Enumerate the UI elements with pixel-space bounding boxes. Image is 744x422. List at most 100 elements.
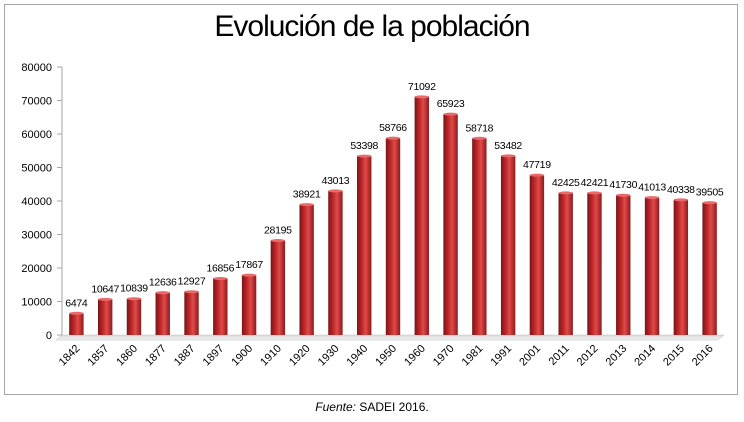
bar-top bbox=[213, 277, 228, 281]
bar-top bbox=[270, 239, 286, 243]
x-tick-label: 1991 bbox=[488, 343, 514, 369]
bar bbox=[270, 240, 286, 335]
bar bbox=[184, 291, 199, 335]
bar bbox=[644, 197, 660, 335]
bar-top bbox=[500, 154, 516, 158]
bar bbox=[299, 204, 314, 335]
bar bbox=[702, 202, 717, 335]
source-note: Fuente: SADEI 2016. bbox=[0, 400, 744, 414]
bar-top bbox=[616, 193, 631, 197]
data-label: 12927 bbox=[178, 276, 206, 288]
bar bbox=[241, 275, 257, 335]
source-text: SADEI 2016. bbox=[359, 400, 429, 414]
x-tick-label: 1877 bbox=[143, 343, 169, 369]
x-tick-label: 1887 bbox=[172, 343, 198, 369]
bar-top bbox=[558, 191, 573, 195]
bar-top bbox=[241, 273, 257, 277]
bar-top bbox=[644, 196, 660, 200]
y-tick-label: 40000 bbox=[21, 196, 52, 208]
data-label: 43013 bbox=[322, 175, 350, 187]
y-tick-label: 70000 bbox=[21, 96, 52, 108]
axis-layer: 0 10000 20000 30000 40000 50000 60000 70000 8000… bbox=[21, 62, 725, 342]
bar-top bbox=[155, 291, 170, 295]
bar-top bbox=[126, 297, 142, 301]
y-tick-label: 0 bbox=[46, 330, 52, 342]
bar-top bbox=[673, 198, 689, 202]
data-label: 53482 bbox=[494, 140, 522, 152]
x-tick-label: 1981 bbox=[460, 343, 486, 369]
data-label: 53398 bbox=[350, 140, 378, 152]
bar bbox=[126, 298, 142, 335]
chart-title: Evolución de la población bbox=[214, 10, 530, 43]
x-tick-label: 1940 bbox=[345, 343, 371, 369]
bar-top bbox=[299, 203, 314, 207]
data-label: 38921 bbox=[293, 189, 321, 201]
data-label: 10839 bbox=[120, 283, 148, 295]
bar-layer bbox=[69, 95, 717, 335]
bar-top bbox=[472, 136, 487, 140]
x-tick-label: 2014 bbox=[632, 343, 658, 369]
data-label: 6474 bbox=[65, 297, 88, 309]
y-tick-label: 20000 bbox=[21, 263, 52, 275]
bar bbox=[558, 192, 573, 335]
x-tick-label: 2016 bbox=[690, 343, 716, 369]
bar-top bbox=[702, 201, 717, 205]
data-label: 16856 bbox=[206, 263, 234, 275]
x-tick-label: 1950 bbox=[373, 343, 399, 369]
data-label: 28195 bbox=[264, 225, 292, 237]
bar bbox=[529, 175, 545, 335]
data-label: 71092 bbox=[408, 81, 436, 93]
bar bbox=[472, 138, 487, 335]
x-tick-label: 1960 bbox=[402, 343, 428, 369]
bar bbox=[155, 292, 170, 335]
bar bbox=[69, 313, 84, 335]
bar bbox=[673, 199, 689, 335]
x-tick-label: 1970 bbox=[431, 343, 457, 369]
bar-top bbox=[443, 112, 458, 116]
data-label: 41013 bbox=[638, 182, 666, 194]
data-label: 58766 bbox=[379, 122, 407, 134]
source-label: Fuente: bbox=[315, 400, 356, 414]
bar-top bbox=[184, 290, 199, 294]
x-tick-label: 2011 bbox=[547, 343, 572, 368]
bar bbox=[500, 155, 516, 335]
chart-floor bbox=[55, 334, 725, 341]
bar-top bbox=[414, 95, 429, 99]
data-label: 40338 bbox=[667, 184, 695, 196]
x-tick-label: 1857 bbox=[85, 343, 111, 369]
data-label: 42421 bbox=[581, 177, 609, 189]
bar bbox=[385, 138, 401, 335]
y-tick-label: 30000 bbox=[21, 230, 52, 242]
data-label: 65923 bbox=[437, 98, 465, 110]
data-label: 10647 bbox=[91, 283, 119, 295]
bar-top bbox=[328, 189, 343, 193]
bar bbox=[414, 96, 429, 335]
y-tick-label: 10000 bbox=[21, 297, 52, 309]
data-label: 47719 bbox=[523, 159, 551, 171]
bar bbox=[357, 156, 372, 335]
y-tick-label: 50000 bbox=[21, 163, 52, 175]
bar bbox=[213, 278, 228, 335]
data-label: 58718 bbox=[465, 122, 493, 134]
data-label: 39505 bbox=[696, 187, 724, 199]
x-tick-label: 1842 bbox=[57, 343, 83, 369]
data-label: 42425 bbox=[552, 177, 580, 189]
x-tick-label: 2001 bbox=[517, 343, 543, 369]
x-tick-label: 2013 bbox=[604, 343, 630, 369]
bar bbox=[443, 114, 458, 335]
bar-top bbox=[529, 173, 545, 177]
x-tick-label: 2012 bbox=[575, 343, 601, 369]
y-tick-label: 60000 bbox=[21, 129, 52, 141]
x-tick-label: 2015 bbox=[661, 343, 687, 369]
data-label: 41730 bbox=[609, 179, 637, 191]
x-tick-label: 1900 bbox=[229, 343, 255, 369]
x-tick-label: 1897 bbox=[201, 343, 227, 369]
bar-top bbox=[97, 297, 113, 301]
x-tick-label: 1930 bbox=[316, 343, 342, 369]
bar bbox=[328, 190, 343, 335]
data-label: 12636 bbox=[149, 277, 177, 289]
y-tick-label: 80000 bbox=[21, 62, 52, 74]
bar bbox=[616, 195, 631, 335]
x-tick-label: 1920 bbox=[287, 343, 313, 369]
